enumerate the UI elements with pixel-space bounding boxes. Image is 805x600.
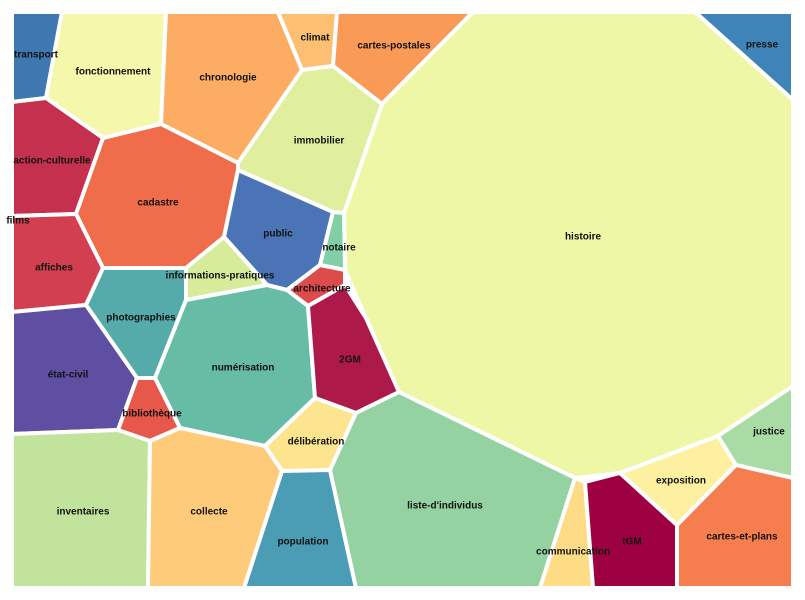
cell-label: exposition bbox=[656, 476, 706, 487]
cell-label: numérisation bbox=[212, 363, 275, 374]
cell-label: architecture bbox=[293, 284, 351, 295]
cell-label: bibliothèque bbox=[122, 409, 182, 420]
cell-label: histoire bbox=[565, 232, 602, 243]
cell-label: cadastre bbox=[137, 198, 179, 209]
cell-label: chronologie bbox=[199, 73, 257, 84]
cell-label: photographies bbox=[106, 313, 176, 324]
cell-label: presse bbox=[746, 40, 779, 51]
cell-label: population bbox=[277, 537, 328, 548]
cell-label: notaire bbox=[322, 243, 356, 254]
cell-label: cartes-postales bbox=[357, 41, 431, 52]
cell-label: inventaires bbox=[57, 507, 110, 518]
labels: transport fonctionnement chronologie cli… bbox=[6, 33, 785, 558]
cell-label: 2GM bbox=[339, 355, 361, 366]
cell-label: liste-d'individus bbox=[407, 501, 483, 512]
cell-label: climat bbox=[301, 33, 331, 44]
cell bbox=[675, 463, 795, 590]
cell-label: transport bbox=[14, 50, 59, 61]
cell-label: délibération bbox=[288, 437, 345, 448]
cell-label: collecte bbox=[190, 507, 228, 518]
cell-label: affiches bbox=[35, 263, 73, 274]
cell-label: films bbox=[6, 216, 30, 227]
cell-label: tGM bbox=[622, 537, 641, 548]
cell-label: immobilier bbox=[294, 136, 345, 147]
cell-label: action-culturelle bbox=[13, 156, 91, 167]
cells bbox=[10, 10, 795, 590]
cell-label: communication bbox=[536, 547, 610, 558]
cell-label: état-civil bbox=[48, 370, 89, 381]
cell-label: cartes-et-plans bbox=[706, 532, 778, 543]
cell-label: fonctionnement bbox=[76, 67, 152, 78]
cell-label: informations-pratiques bbox=[166, 271, 275, 282]
cell-label: public bbox=[263, 229, 293, 240]
cell-label: justice bbox=[752, 427, 785, 438]
